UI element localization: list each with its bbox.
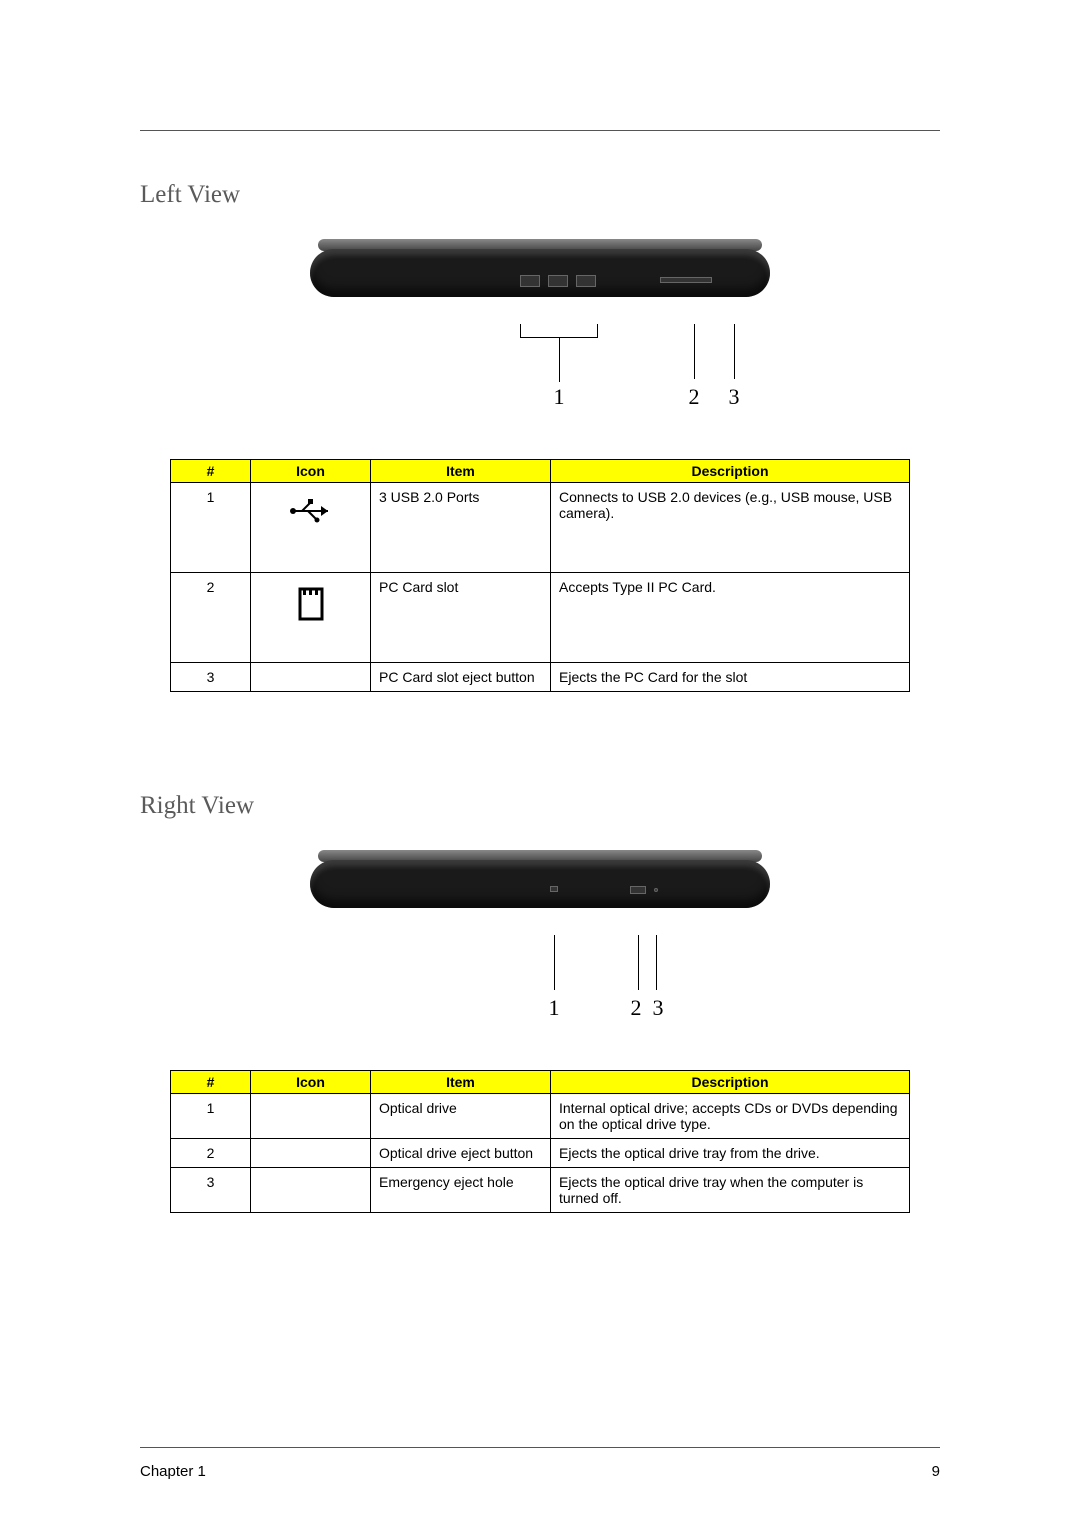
cell-item: PC Card slot eject button: [371, 663, 551, 692]
cell-desc: Connects to USB 2.0 devices (e.g., USB m…: [551, 483, 910, 573]
cell-desc: Ejects the optical drive tray when the c…: [551, 1168, 910, 1213]
no-icon: [251, 1094, 371, 1139]
cell-item: Optical drive eject button: [371, 1139, 551, 1168]
cell-item: Optical drive: [371, 1094, 551, 1139]
table-row: 1 Optical drive Internal optical drive; …: [171, 1094, 910, 1139]
col-item: Item: [371, 1071, 551, 1094]
no-icon: [251, 1168, 371, 1213]
col-item: Item: [371, 460, 551, 483]
right-view-diagram: 1 2 3: [140, 860, 940, 1015]
table-header-row: # Icon Item Description: [171, 1071, 910, 1094]
left-callout-3: 3: [729, 384, 740, 410]
left-view-table: # Icon Item Description 1: [170, 459, 910, 692]
cell-num: 2: [171, 1139, 251, 1168]
right-callout-3: 3: [653, 995, 664, 1021]
col-icon: Icon: [251, 1071, 371, 1094]
table-row: 3 Emergency eject hole Ejects the optica…: [171, 1168, 910, 1213]
pccard-icon: [251, 573, 371, 663]
left-view-diagram: 1 2 3: [140, 249, 940, 404]
cell-num: 3: [171, 1168, 251, 1213]
cell-desc: Ejects the optical drive tray from the d…: [551, 1139, 910, 1168]
cell-num: 1: [171, 1094, 251, 1139]
page-footer: Chapter 1 9: [140, 1463, 940, 1480]
footer-rule: [140, 1447, 940, 1448]
no-icon: [251, 1139, 371, 1168]
col-icon: Icon: [251, 460, 371, 483]
table-row: 1 3 USB 2.0 Ports Connects to USB 2.0 de…: [171, 483, 910, 573]
cell-item: Emergency eject hole: [371, 1168, 551, 1213]
cell-num: 1: [171, 483, 251, 573]
cell-item: PC Card slot: [371, 573, 551, 663]
table-row: 2 Optical drive eject button Ejects the …: [171, 1139, 910, 1168]
no-icon: [251, 663, 371, 692]
cell-desc: Ejects the PC Card for the slot: [551, 663, 910, 692]
col-desc: Description: [551, 1071, 910, 1094]
right-view-heading: Right View: [140, 792, 940, 820]
table-row: 3 PC Card slot eject button Ejects the P…: [171, 663, 910, 692]
table-header-row: # Icon Item Description: [171, 460, 910, 483]
cell-num: 2: [171, 573, 251, 663]
col-desc: Description: [551, 460, 910, 483]
footer-chapter: Chapter 1: [140, 1463, 206, 1480]
col-num: #: [171, 460, 251, 483]
footer-page-number: 9: [932, 1463, 940, 1480]
document-page: Left View 1 2 3 #: [0, 0, 1080, 1528]
top-rule: [140, 130, 940, 131]
left-callout-1: 1: [554, 384, 565, 410]
cell-desc: Accepts Type II PC Card.: [551, 573, 910, 663]
table-row: 2 PC Card slot Accepts Type II PC Card.: [171, 573, 910, 663]
cell-num: 3: [171, 663, 251, 692]
right-callout-1: 1: [549, 995, 560, 1021]
cell-desc: Internal optical drive; accepts CDs or D…: [551, 1094, 910, 1139]
left-callout-2: 2: [689, 384, 700, 410]
usb-icon: [251, 483, 371, 573]
left-view-heading: Left View: [140, 181, 940, 209]
col-num: #: [171, 1071, 251, 1094]
cell-item: 3 USB 2.0 Ports: [371, 483, 551, 573]
right-view-table: # Icon Item Description 1 Optical drive …: [170, 1070, 910, 1213]
right-callout-2: 2: [631, 995, 642, 1021]
